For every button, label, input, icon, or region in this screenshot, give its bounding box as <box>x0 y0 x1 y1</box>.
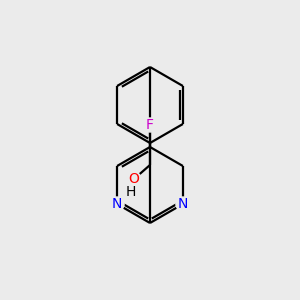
Text: H: H <box>126 185 136 199</box>
Text: O: O <box>129 172 140 186</box>
Circle shape <box>143 118 157 132</box>
Circle shape <box>176 197 190 211</box>
Circle shape <box>127 172 141 186</box>
Circle shape <box>125 186 137 198</box>
Circle shape <box>110 197 124 211</box>
Text: N: N <box>178 197 188 211</box>
Text: F: F <box>146 118 154 132</box>
Text: N: N <box>112 197 122 211</box>
